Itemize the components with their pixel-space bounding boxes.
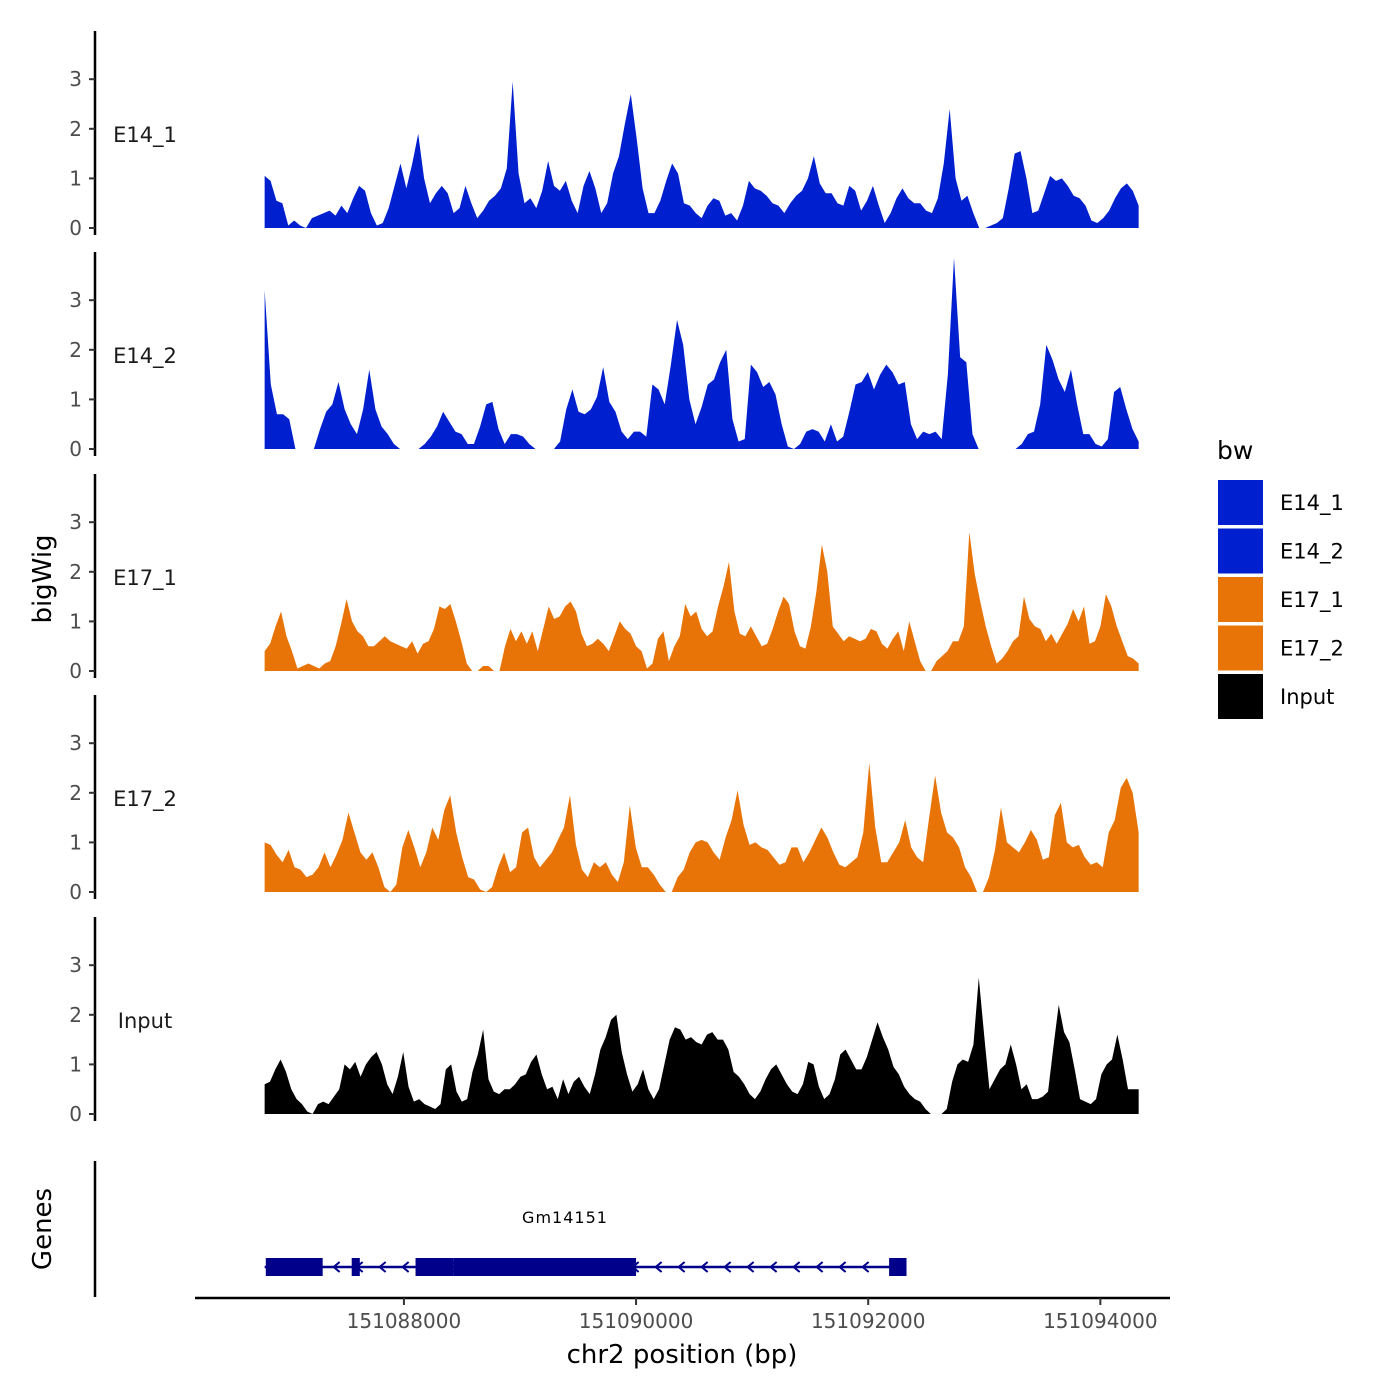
gene-exon [265,1258,323,1276]
area-E14_1 [264,81,1139,229]
track-panels: 0 1 2 3 E14_1 0 1 2 3 E14_2 0 1 2 3 E17_1 0 1 2 3 E17_2 0 1 2 3… [69,31,1139,1126]
x-tick-label: 151094000 [1043,1309,1158,1333]
strand-arrow [654,1261,663,1273]
legend-label-E17_1: E17_1 [1280,588,1344,613]
y-tick-label: 0 [69,880,82,904]
legend-swatch-E17_1 [1218,577,1263,622]
strand-arrow [792,1261,801,1273]
x-tick-label: 151088000 [347,1309,462,1333]
gene-exon [453,1258,637,1276]
y-tick-label: 3 [69,731,82,755]
track-E17_2: 0 1 2 3 E17_2 [69,695,1139,904]
legend-title: bw [1217,436,1253,465]
strand-arrow [838,1261,847,1273]
legend-label-E17_2: E17_2 [1280,637,1344,662]
track-E14_2: 0 1 2 3 E14_2 [69,252,1139,461]
x-axis: 151088000 151090000 151092000 151094000 [195,1296,1170,1333]
legend-swatch-E14_1 [1218,480,1263,525]
gene-exon [889,1258,907,1276]
x-tick-label: 151090000 [579,1309,694,1333]
y-tick-label: 2 [69,338,82,362]
track-E14_1: 0 1 2 3 E14_1 [69,31,1139,240]
gene-exon [351,1258,360,1276]
y-tick-label: 2 [69,1003,82,1027]
genes-axis-title: Genes [28,1188,58,1270]
track-label: E14_1 [113,123,177,148]
y-tick-label: 3 [69,953,82,977]
y-tick-label: 3 [69,67,82,91]
genes-panel: Gm14151 [93,1161,907,1297]
x-axis-title: chr2 position (bp) [567,1340,798,1370]
y-tick-label: 3 [69,510,82,534]
legend-label-Input: Input [1280,685,1334,709]
area-Input [264,977,1139,1114]
legend: bw E14_1 E14_2 E17_1 E17_2 Input [1217,436,1344,719]
area-E17_1 [264,532,1139,671]
track-label: E17_2 [113,787,177,812]
track-label: E17_1 [113,566,177,591]
y-tick-label: 0 [69,437,82,461]
strand-arrow [861,1261,870,1273]
strand-arrow [332,1261,341,1273]
legend-label-E14_2: E14_2 [1280,540,1344,565]
strand-arrow [746,1261,755,1273]
y-axis-title: bigWig [28,534,58,623]
y-tick-label: 1 [69,609,82,633]
strand-arrow [723,1261,732,1273]
y-tick-label: 1 [69,1052,82,1076]
y-tick-label: 1 [69,830,82,854]
track-label: Input [118,1009,172,1033]
y-tick-label: 2 [69,117,82,141]
y-tick-label: 1 [69,166,82,190]
y-tick-label: 0 [69,1102,82,1126]
y-tick-label: 2 [69,781,82,805]
area-E17_2 [264,763,1139,892]
strand-arrow [378,1261,387,1273]
gene-exon [415,1258,454,1276]
track-E17_1: 0 1 2 3 E17_1 [69,474,1139,683]
y-tick-label: 2 [69,560,82,584]
y-tick-label: 0 [69,659,82,683]
strand-arrow [677,1261,686,1273]
y-tick-label: 1 [69,387,82,411]
legend-swatch-E14_2 [1218,528,1263,574]
strand-arrow [401,1261,410,1273]
legend-label-E14_1: E14_1 [1280,491,1344,516]
strand-arrow [769,1261,778,1273]
strand-arrow [815,1261,824,1273]
track-label: E14_2 [113,344,177,369]
legend-swatch-Input [1218,674,1263,719]
y-tick-label: 3 [69,288,82,312]
legend-swatch-E17_2 [1218,625,1263,671]
area-E14_2 [264,258,1139,449]
gene-label: Gm14151 [522,1208,608,1227]
track-Input: 0 1 2 3 Input [69,917,1139,1126]
y-tick-label: 0 [69,216,82,240]
strand-arrow [700,1261,709,1273]
x-tick-label: 151092000 [811,1309,926,1333]
